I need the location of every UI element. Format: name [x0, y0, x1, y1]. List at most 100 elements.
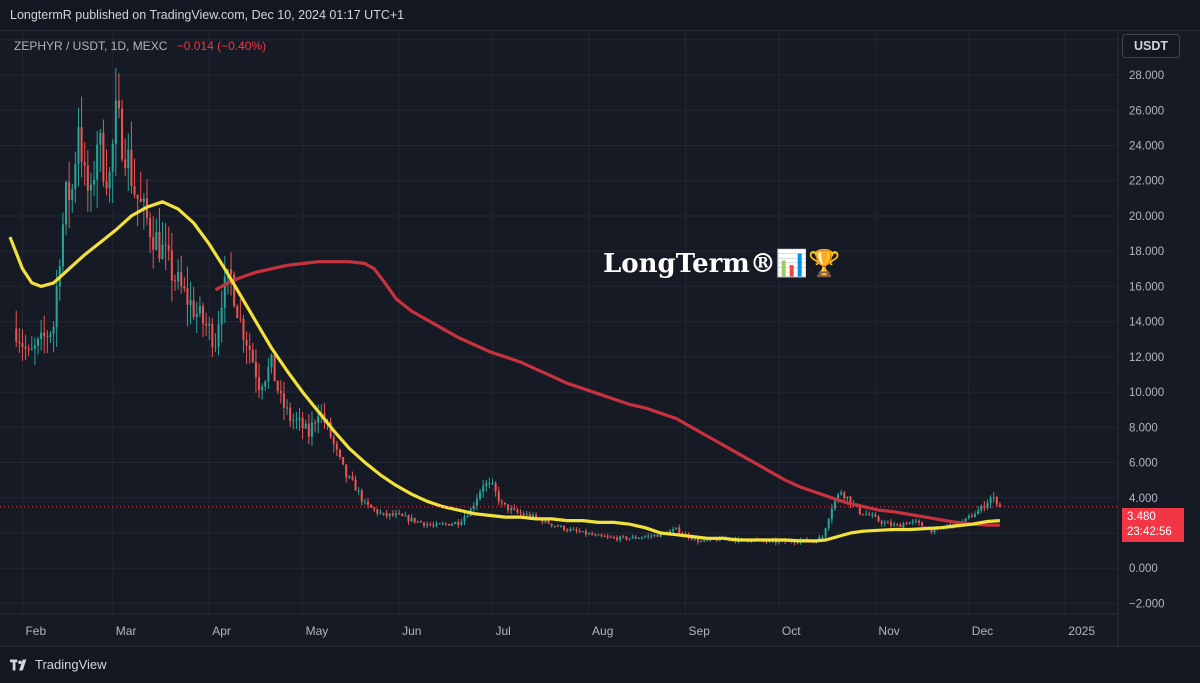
candle-body [880, 521, 883, 524]
candle-body [121, 108, 124, 160]
candle-body [494, 483, 497, 492]
candle-body [616, 537, 619, 541]
candle-body [451, 523, 454, 526]
candle-body [544, 519, 547, 523]
candle-body [254, 362, 257, 378]
candle-body [497, 491, 500, 502]
candle-body [796, 542, 799, 544]
candle-body [693, 538, 696, 540]
candle-body [282, 393, 285, 408]
candle-body [547, 519, 550, 524]
candle-body [930, 528, 933, 533]
candle-body [289, 407, 292, 421]
price-change: −0.014 (−0.40%) [176, 39, 267, 53]
price-chart[interactable]: 30.00028.00026.00024.00022.00020.00018.0… [0, 31, 1200, 646]
candle-body [27, 348, 30, 350]
candle-body [619, 536, 622, 541]
candle-body [992, 497, 995, 499]
candle-body [833, 500, 836, 509]
candle-body [690, 537, 693, 540]
candle-body [609, 536, 612, 538]
y-tick-label: 22.000 [1129, 176, 1164, 188]
candle-body [896, 524, 899, 526]
candle-body [46, 336, 49, 338]
candle-body [52, 327, 55, 334]
candle-body [482, 485, 485, 492]
top-bar: LongtermR published on TradingView.com, … [0, 0, 1200, 31]
candle-body [382, 512, 385, 514]
candle-body [889, 522, 892, 526]
candle-body [584, 531, 587, 535]
candle-body [447, 523, 450, 526]
candle-body [980, 505, 983, 511]
x-tick-label: 2025 [1068, 624, 1095, 638]
candle-body [603, 535, 606, 537]
candle-body [61, 224, 64, 267]
candle-body [370, 504, 373, 508]
candle-body [360, 490, 363, 502]
candle-body [566, 530, 569, 532]
x-tick-label: Dec [972, 624, 993, 638]
candle-body [653, 534, 656, 536]
candle-body [198, 306, 201, 314]
candle-body [485, 483, 488, 486]
candle-body [335, 443, 338, 450]
candle-body [376, 509, 379, 514]
candle-body [230, 269, 233, 275]
candle-body [366, 501, 370, 505]
candle-body [821, 536, 824, 538]
candle-body [242, 318, 245, 340]
candle-body [142, 198, 145, 202]
candle-body [531, 514, 534, 518]
candle-body [479, 491, 482, 499]
candle-body [986, 503, 989, 508]
bar-countdown: 23:42:56 [1127, 526, 1172, 538]
y-tick-label: 26.000 [1129, 105, 1164, 117]
candle-body [858, 505, 861, 514]
x-tick-label: Apr [212, 624, 231, 638]
candle-body [413, 517, 416, 523]
candle-body [167, 245, 170, 251]
candle-body [401, 513, 404, 516]
sma-short-line [8, 200, 1001, 543]
candle-body [152, 237, 155, 250]
candle-body [921, 522, 924, 527]
candle-body [563, 525, 566, 531]
candle-body [124, 159, 127, 169]
candle-body [49, 333, 52, 338]
y-tick-label: 4.000 [1129, 493, 1158, 505]
candle-body [65, 181, 68, 225]
candle-body [205, 323, 208, 326]
candle-body [170, 250, 173, 281]
symbol-legend[interactable]: ZEPHYR / USDT, 1D, MEXC −0.014 (−0.40%) [14, 39, 266, 53]
candle-body [30, 348, 33, 350]
candle-body [622, 536, 625, 538]
candle-body [581, 531, 584, 533]
y-tick-label: 16.000 [1129, 281, 1164, 293]
candle-body [454, 522, 457, 524]
candle-body [644, 536, 647, 538]
candle-body [675, 527, 678, 530]
currency-button[interactable]: USDT [1122, 34, 1180, 58]
candle-body [556, 525, 559, 527]
candle-body [522, 513, 525, 516]
candle-body [93, 179, 96, 185]
candle-body [827, 519, 830, 529]
candle-body [21, 342, 24, 347]
chart-pane[interactable]: 30.00028.00026.00024.00022.00020.00018.0… [0, 31, 1200, 646]
candle-body [24, 346, 27, 349]
x-tick-label: Oct [782, 624, 801, 638]
candle-body [201, 306, 205, 324]
candle-body [96, 144, 99, 180]
candle-body [634, 536, 637, 539]
candle-body [423, 522, 426, 526]
candle-body [861, 513, 864, 515]
tradingview-brand[interactable]: TradingView [10, 657, 107, 672]
candle-body [500, 501, 503, 503]
y-tick-label: 24.000 [1129, 140, 1164, 152]
candle-body [332, 437, 335, 444]
candle-body [99, 132, 102, 145]
published-info: LongtermR published on TradingView.com, … [10, 8, 405, 22]
candle-body [307, 423, 310, 437]
candle-body [245, 339, 248, 346]
